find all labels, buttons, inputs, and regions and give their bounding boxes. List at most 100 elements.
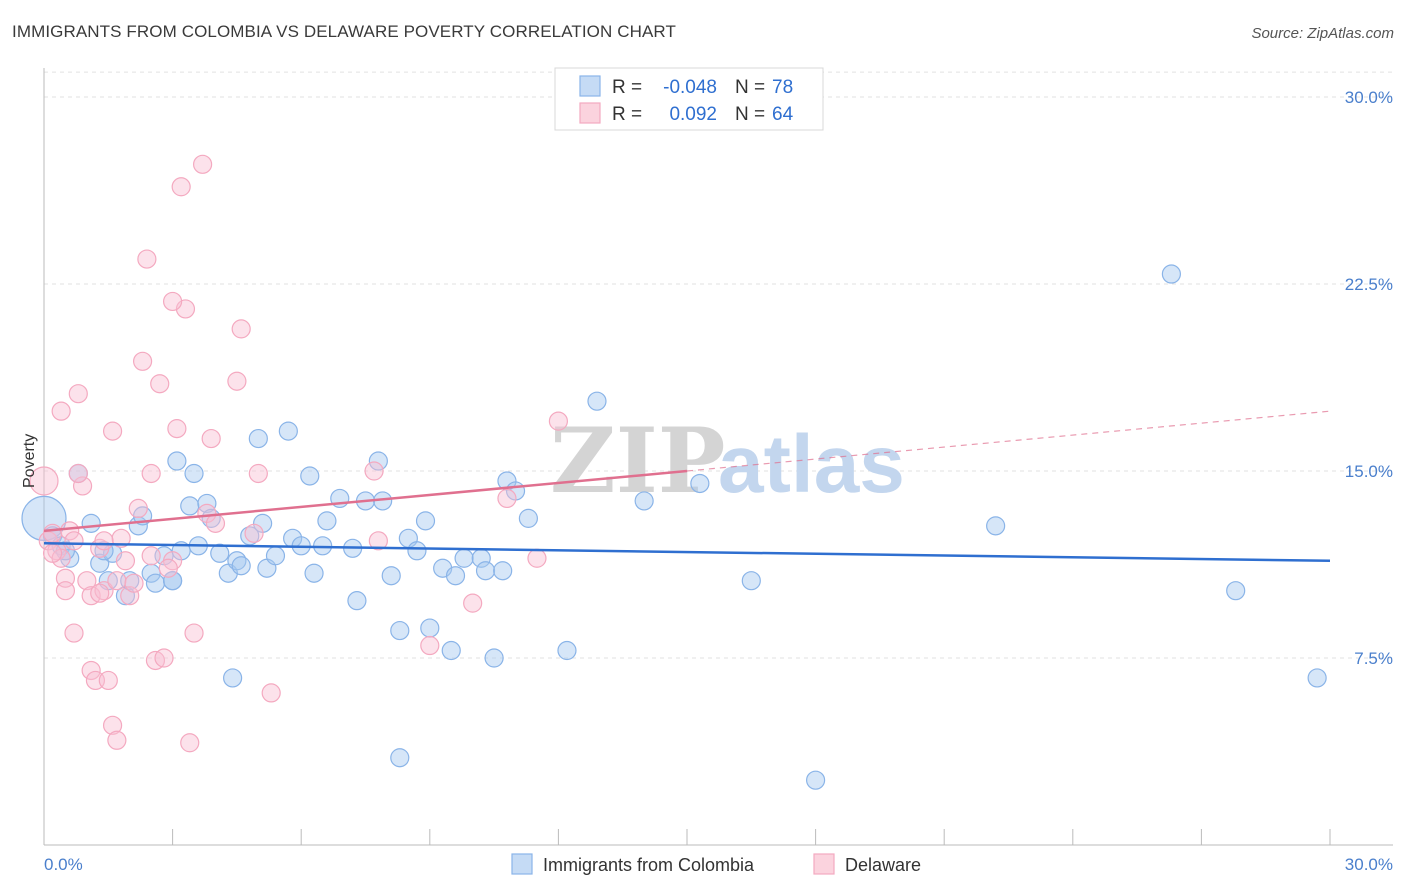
delaware-point-12 <box>77 571 97 591</box>
delaware-point-59 <box>107 730 127 750</box>
colombia-point-44 <box>368 451 388 471</box>
colombia-point-62 <box>518 508 538 528</box>
source-label: Source: ZipAtlas.com <box>1251 25 1394 42</box>
y-axis-label: Poverty <box>21 434 38 488</box>
bottom-legend-swatch-delaware <box>813 853 835 875</box>
delaware-point-44 <box>244 523 264 543</box>
colombia-point-67 <box>741 571 761 591</box>
colombia-point-33 <box>278 421 298 441</box>
colombia-point-17 <box>167 451 187 471</box>
delaware-point-20 <box>107 571 127 591</box>
watermark-atlas: atlas <box>718 419 905 510</box>
colombia-point-69 <box>986 516 1006 536</box>
colombia-point-57 <box>475 561 496 581</box>
colombia-point-6 <box>90 553 110 573</box>
colombia-point-24 <box>210 543 230 563</box>
delaware-point-47 <box>364 461 384 481</box>
x-tick-min: 0.0% <box>44 855 83 874</box>
colombia-point-70 <box>1161 264 1181 284</box>
delaware-point-27 <box>137 249 157 269</box>
colombia-point-46 <box>381 566 401 586</box>
legend-r-value-2: 0.092 <box>669 104 717 125</box>
delaware-point-48 <box>368 531 388 551</box>
y-tick-labels: 7.5% 15.0% 22.5% 30.0% <box>1345 88 1393 668</box>
colombia-point-65 <box>634 491 654 511</box>
colombia-point-71 <box>1226 581 1246 601</box>
bottom-legend-label-delaware: Delaware <box>845 855 921 875</box>
colombia-point-36 <box>300 466 320 486</box>
colombia-point-68 <box>805 770 826 790</box>
colombia-point-42 <box>347 591 367 611</box>
colombia-point-51 <box>420 618 440 638</box>
axes <box>43 68 1393 846</box>
delaware-point-51 <box>497 488 517 509</box>
colombia-point-54 <box>445 566 466 586</box>
legend-n-value-1: 78 <box>772 77 793 98</box>
delaware-point-28 <box>141 463 161 484</box>
delaware-point-10 <box>68 384 88 404</box>
delaware-point-43 <box>231 319 251 339</box>
colombia-point-55 <box>454 548 474 568</box>
y-tick-label-2: 22.5% <box>1345 275 1393 294</box>
data-points <box>21 154 1327 790</box>
colombia-point-64 <box>587 391 607 411</box>
delaware-point-42 <box>227 371 247 391</box>
delaware-point-58 <box>102 715 123 735</box>
delaware-point-11 <box>72 476 93 496</box>
delaware-point-50 <box>463 593 483 613</box>
delaware-point-33 <box>167 419 187 439</box>
legend-swatch-colombia <box>579 75 601 97</box>
delaware-point-8 <box>64 623 84 643</box>
delaware-point-37 <box>184 623 204 643</box>
colombia-point-37 <box>304 563 324 583</box>
legend-n-label-1: N = <box>735 77 765 98</box>
delaware-point-34 <box>171 177 191 197</box>
delaware-point-55 <box>90 583 110 603</box>
colombia-point-74 <box>390 748 410 768</box>
delaware-point-62 <box>94 531 114 551</box>
legend-r-label-2: R = <box>612 104 642 125</box>
colombia-point-73 <box>223 668 243 688</box>
series-1 <box>29 154 569 753</box>
colombia-point-50 <box>415 511 436 531</box>
legend-r-value-1: -0.048 <box>663 77 717 98</box>
colombia-point-63 <box>557 640 577 661</box>
colombia-trend-line <box>43 542 1331 563</box>
colombia-point-58 <box>484 648 504 668</box>
colombia-point-59 <box>493 561 513 581</box>
bottom-legend: Immigrants from Colombia Delaware <box>511 853 921 875</box>
delaware-point-30 <box>150 374 170 394</box>
watermark: ZIP atlas <box>550 408 905 514</box>
colombia-point-39 <box>317 511 337 531</box>
bottom-legend-swatch-colombia <box>511 853 533 875</box>
delaware-point-57 <box>42 543 63 563</box>
y-tick-label-1: 15.0% <box>1345 462 1393 481</box>
delaware-point-53 <box>548 411 569 431</box>
delaware-point-46 <box>261 683 281 703</box>
delaware-point-26 <box>132 351 153 371</box>
delaware-point-23 <box>120 586 140 606</box>
delaware-point-38 <box>193 154 213 174</box>
bottom-legend-label-colombia: Immigrants from Colombia <box>543 855 755 875</box>
legend-n-label-2: N = <box>735 104 765 125</box>
watermark-zip: ZIP <box>550 408 725 514</box>
colombia-point-47 <box>390 620 410 641</box>
delaware-point-45 <box>248 463 268 484</box>
delaware-point-6 <box>55 581 76 601</box>
legend-r-label-1: R = <box>612 77 642 98</box>
delaware-point-61 <box>141 546 161 566</box>
delaware-point-31 <box>154 648 174 668</box>
delaware-point-0 <box>29 466 59 496</box>
colombia-point-5 <box>81 513 101 533</box>
delaware-point-9 <box>64 531 84 551</box>
colombia-point-27 <box>231 556 251 576</box>
colombia-point-19 <box>180 496 200 516</box>
delaware-point-2 <box>42 523 63 543</box>
x-tick-max: 30.0% <box>1345 855 1393 874</box>
delaware-point-36 <box>180 733 200 753</box>
colombia-point-14 <box>145 573 166 593</box>
legend-n-value-2: 64 <box>772 104 794 125</box>
delaware-point-40 <box>201 428 221 449</box>
delaware-point-63 <box>68 463 88 484</box>
